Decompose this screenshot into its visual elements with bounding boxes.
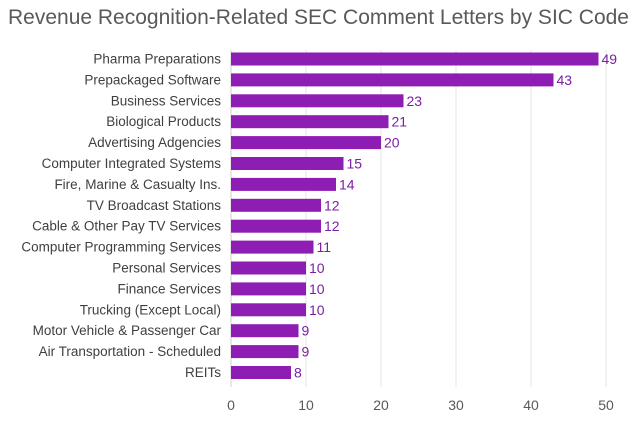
bar [231,94,404,108]
category-label: Trucking (Except Local) [80,302,221,317]
bar [231,282,306,296]
x-tick-label: 0 [227,397,235,413]
bar [231,198,321,212]
category-label: Computer Programming Services [21,240,221,255]
category-label: Fire, Marine & Casualty Ins. [54,177,221,192]
bar [231,240,314,254]
data-label: 23 [407,93,423,109]
x-tick-label: 20 [373,397,389,413]
bar [231,136,381,150]
bar [231,73,554,87]
category-label: Finance Services [117,281,221,296]
bar [231,157,344,170]
bar [231,366,291,379]
data-label: 9 [302,323,310,339]
bar [231,324,299,338]
data-label: 49 [602,51,618,67]
bar [231,115,389,129]
category-label: Pharma Preparations [93,52,221,67]
data-label: 12 [324,218,340,234]
chart-title: Revenue Recognition-Related SEC Comment … [8,6,628,29]
x-tick-label: 40 [523,397,539,413]
data-label: 11 [317,239,332,255]
category-label: Prepackaged Software [84,72,221,87]
bar [231,52,599,66]
data-label: 14 [339,176,355,192]
bar [231,345,299,359]
data-label: 10 [309,302,325,318]
data-label: 9 [302,344,310,360]
category-label: Personal Services [112,261,221,276]
x-tick-label: 50 [598,397,614,413]
data-label: 8 [294,365,302,381]
data-label: 12 [324,197,340,213]
category-label: Advertising Adgencies [88,135,221,150]
category-label: Motor Vehicle & Passenger Car [33,323,222,338]
x-tick-label: 10 [298,397,314,413]
data-label: 43 [557,72,573,88]
data-label: 21 [392,114,408,130]
category-label: Biological Products [106,114,221,129]
bar [231,219,321,233]
category-label: Computer Integrated Systems [42,156,222,171]
category-label: Business Services [111,93,222,108]
category-label: TV Broadcast Stations [87,198,222,213]
data-label: 10 [309,260,325,276]
category-label: Air Transportation - Scheduled [39,344,221,359]
category-label: REITs [185,365,221,380]
bar [231,261,306,275]
data-label: 15 [347,156,363,172]
bar [231,177,336,191]
bar [231,303,306,317]
category-label: Cable & Other Pay TV Services [32,219,221,234]
x-tick-label: 30 [448,397,464,413]
data-label: 20 [384,135,400,151]
data-label: 10 [309,281,325,297]
